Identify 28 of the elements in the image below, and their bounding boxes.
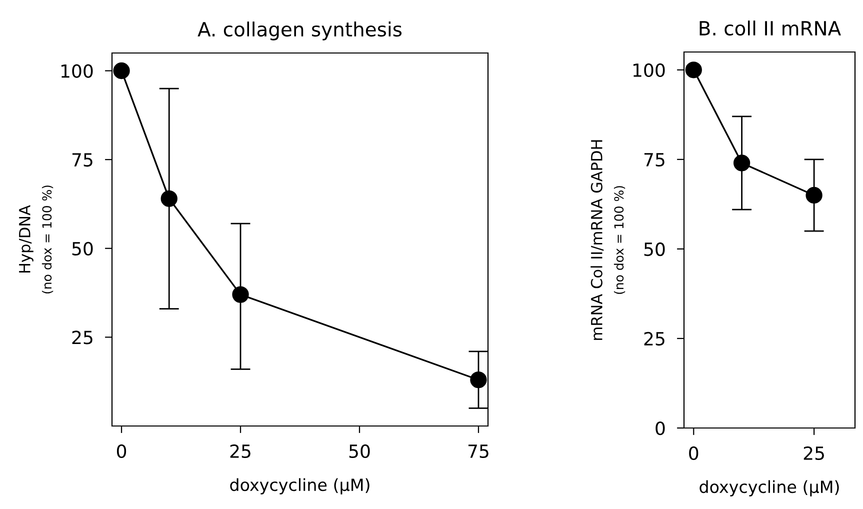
chart-title: B. coll II mRNA	[700, 20, 841, 36]
y-tick-label: 75	[72, 153, 92, 167]
y-tick-label: 0	[656, 421, 665, 436]
point	[160, 190, 178, 207]
point	[232, 286, 249, 303]
y-tick-label: 50	[644, 242, 665, 256]
x-tick-label: 25	[230, 444, 250, 458]
point	[470, 371, 487, 388]
y-tick-label: 100	[61, 64, 93, 78]
y-tick-label: 25	[644, 332, 664, 346]
y-axis-title: mRNA Col II/mRNA GAPDH (no dox = 100 %)	[590, 140, 626, 340]
x-tick-label: 25	[804, 446, 824, 460]
point	[685, 62, 702, 78]
y-axis-title: Hyp/DNA (no dox = 100 %)	[19, 186, 54, 294]
point	[733, 154, 750, 172]
x-axis-title: doxycycline (μM)	[700, 480, 839, 496]
x-tick-label: 0	[689, 446, 698, 460]
point	[113, 62, 130, 80]
point	[806, 186, 822, 204]
chart-title: A. collagen synthesis	[198, 22, 402, 40]
y-tick-label: 50	[72, 242, 93, 256]
x-axis-title: doxycycline (μM)	[230, 478, 370, 494]
x-tick-label: 50	[349, 444, 370, 458]
y-tick-label: 75	[644, 153, 664, 167]
x-tick-label: 75	[468, 444, 488, 458]
x-tick-label: 0	[116, 444, 126, 458]
y-tick-label: 25	[72, 330, 92, 344]
y-tick-label: 100	[633, 63, 665, 78]
